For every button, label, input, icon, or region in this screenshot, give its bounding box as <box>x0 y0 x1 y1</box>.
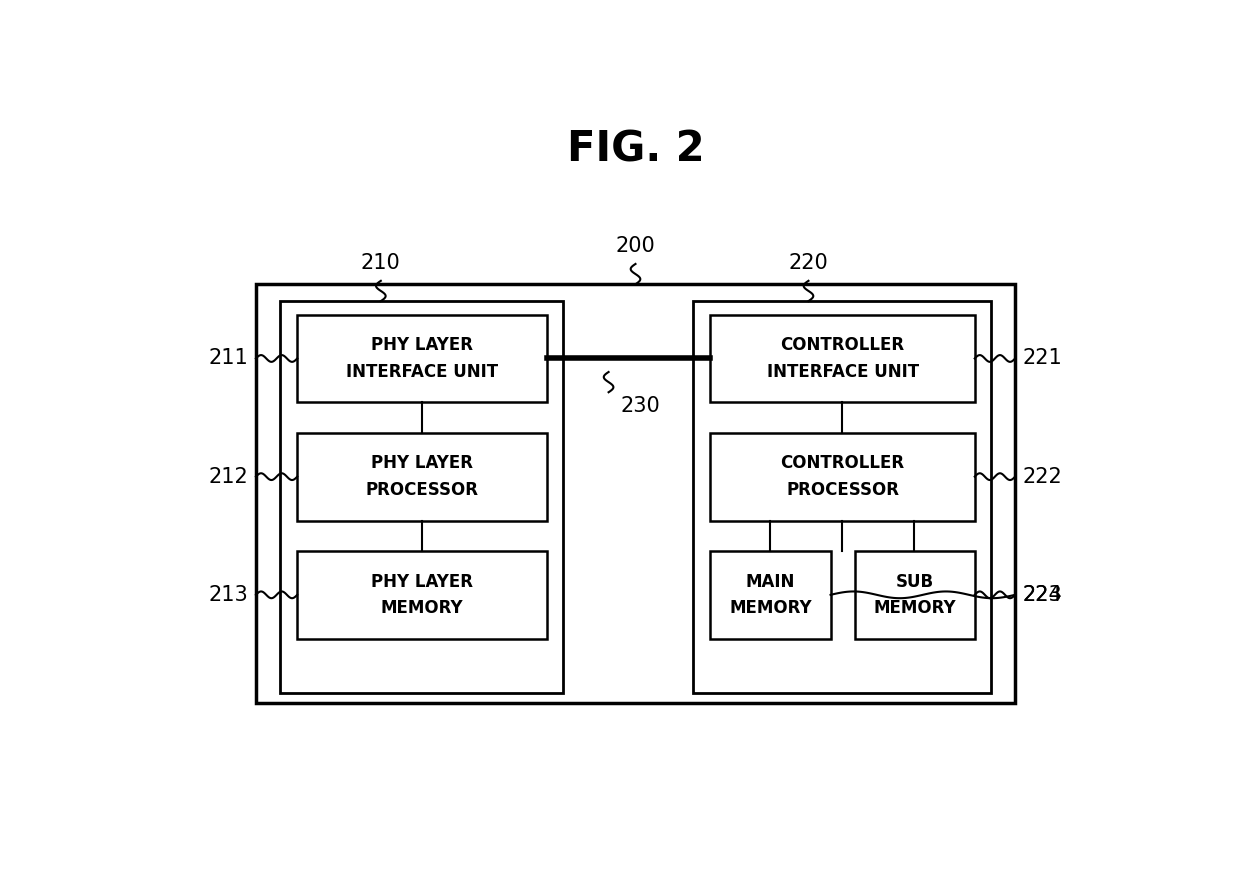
Text: PHY LAYER
MEMORY: PHY LAYER MEMORY <box>371 573 474 617</box>
Text: 211: 211 <box>208 348 248 368</box>
Bar <box>280 301 563 693</box>
Text: MAIN
MEMORY: MAIN MEMORY <box>729 573 812 617</box>
Text: CONTROLLER
PROCESSOR: CONTROLLER PROCESSOR <box>780 454 905 499</box>
Text: PHY LAYER
INTERFACE UNIT: PHY LAYER INTERFACE UNIT <box>346 336 498 381</box>
Text: FIG. 2: FIG. 2 <box>567 128 704 170</box>
Text: 213: 213 <box>208 585 248 605</box>
Text: 230: 230 <box>620 396 660 416</box>
Text: 224: 224 <box>1023 585 1063 605</box>
Text: 222: 222 <box>1023 467 1063 487</box>
Bar <box>711 315 975 403</box>
Text: 212: 212 <box>208 467 248 487</box>
Text: 200: 200 <box>615 236 656 256</box>
Text: 223: 223 <box>1023 585 1063 605</box>
Text: CONTROLLER
INTERFACE UNIT: CONTROLLER INTERFACE UNIT <box>766 336 919 381</box>
Text: 220: 220 <box>789 253 828 273</box>
Bar <box>711 551 831 638</box>
Text: 221: 221 <box>1023 348 1063 368</box>
Bar <box>854 551 975 638</box>
Bar <box>298 432 547 521</box>
Text: 210: 210 <box>361 253 401 273</box>
Bar <box>298 551 547 638</box>
Bar <box>711 432 975 521</box>
Bar <box>693 301 991 693</box>
Bar <box>298 315 547 403</box>
Text: PHY LAYER
PROCESSOR: PHY LAYER PROCESSOR <box>366 454 479 499</box>
Text: SUB
MEMORY: SUB MEMORY <box>873 573 956 617</box>
Bar <box>255 284 1016 702</box>
